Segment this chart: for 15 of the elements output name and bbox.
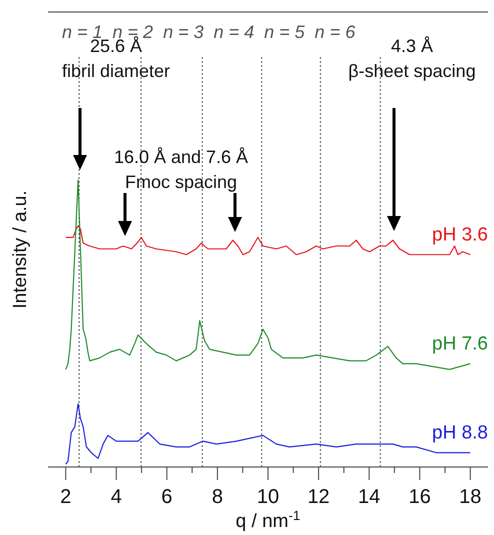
- x-tick-label: 6: [161, 486, 172, 508]
- annotation: 16.0 Å and 7.6 Å Fmoc spacing: [114, 147, 248, 192]
- y-axis-title: Intensity / a.u.: [10, 190, 31, 309]
- series-label: pH 3.6: [432, 224, 488, 246]
- x-tick-label: 8: [212, 486, 223, 508]
- series-label: pH 7.6: [432, 334, 488, 355]
- x-axis-title: q / nm$^{-1}$: [236, 508, 300, 532]
- x-tick-label: 10: [256, 486, 280, 508]
- x-tick-label: 4: [110, 486, 122, 508]
- x-tick-label: 16: [408, 486, 431, 508]
- series-label: pH 8.8: [432, 422, 488, 444]
- x-tick-label: 2: [60, 486, 72, 508]
- x-tick-label: 12: [307, 486, 330, 508]
- x-tick-label: 18: [459, 486, 482, 508]
- x-tick-label: 14: [358, 486, 380, 508]
